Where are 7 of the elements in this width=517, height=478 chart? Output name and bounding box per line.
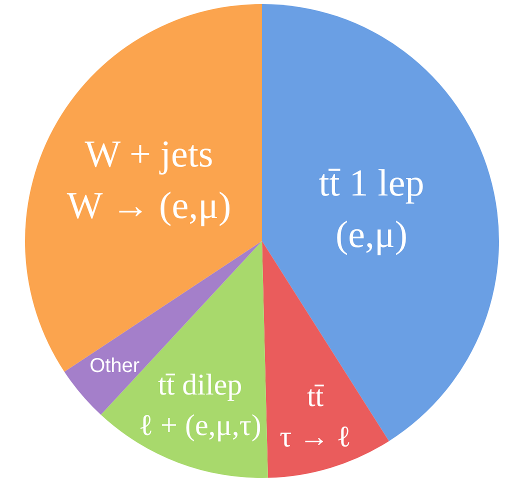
slice-label: tt̄ dilep ℓ + (e,μ,τ) — [138, 368, 262, 442]
slice-label: tt̄ τ → ℓ — [280, 379, 352, 453]
pie-slice — [64, 241, 262, 415]
slice-label: tt̄ 1 lep (e,μ) — [318, 162, 424, 256]
slice-label: Other — [90, 355, 140, 378]
pie-slice — [25, 4, 262, 372]
slice-label: W + jets W → (e,μ) — [66, 134, 232, 227]
